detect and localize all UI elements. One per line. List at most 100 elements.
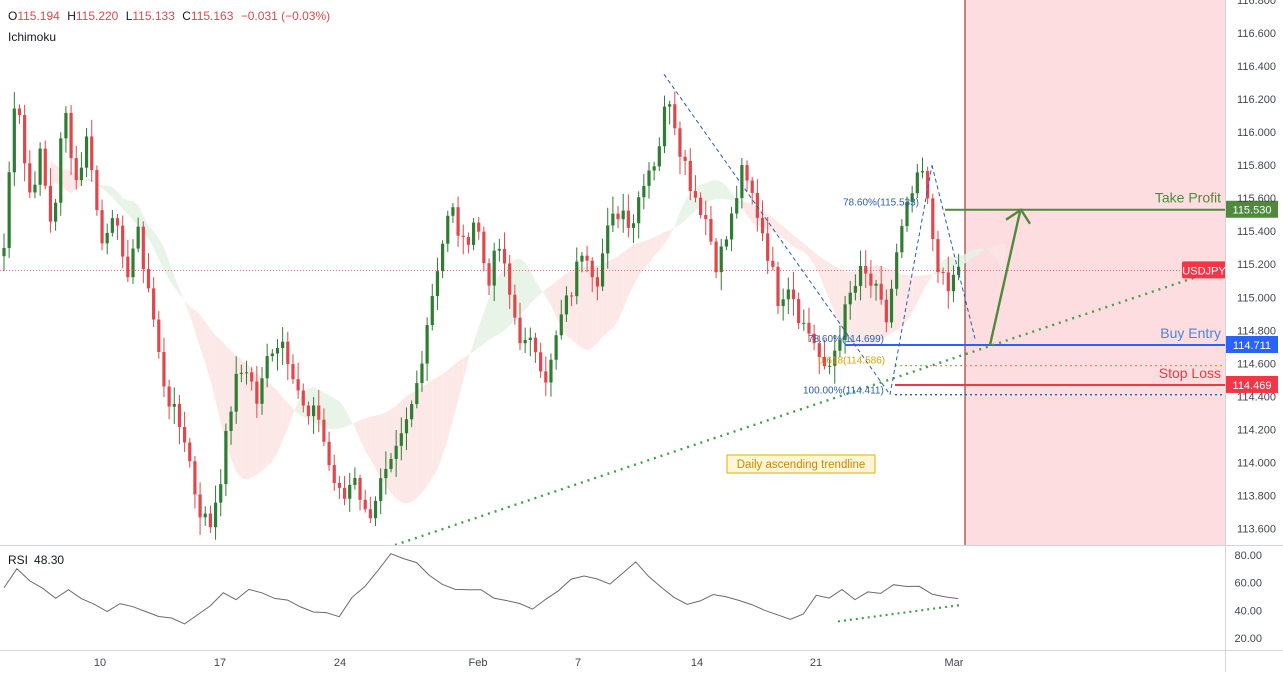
cloud-segment	[133, 200, 139, 227]
candle-body	[822, 357, 827, 367]
candle-body	[606, 225, 610, 254]
candle-body	[441, 243, 445, 272]
cloud-segment	[767, 214, 773, 232]
candle-body	[296, 379, 300, 391]
cloud-segment	[220, 340, 226, 443]
candle-body	[853, 285, 857, 293]
candle-body	[631, 223, 636, 228]
cloud-segment	[447, 365, 453, 440]
candle-body	[115, 218, 120, 226]
fib-diagonal	[889, 165, 933, 395]
cloud-segment	[772, 217, 778, 235]
candle-body	[59, 138, 63, 203]
cloud-segment	[308, 386, 314, 422]
indicator-label[interactable]: Ichimoku	[8, 30, 57, 44]
cloud-segment	[272, 385, 278, 462]
cloud-segment	[679, 200, 686, 225]
price-tick-label: 114.200	[1237, 424, 1276, 436]
cloud-segment	[669, 226, 675, 237]
candle-body	[766, 233, 770, 261]
rsi-tick-label: 60.00	[1234, 578, 1262, 590]
cloud-segment	[380, 412, 386, 487]
candle-body	[301, 390, 305, 406]
cloud-segment	[550, 281, 557, 317]
cloud-segment	[158, 238, 164, 271]
cloud-segment	[566, 270, 572, 340]
time-tick-label: 14	[691, 657, 703, 669]
candle-body	[64, 112, 68, 139]
cloud-segment	[292, 401, 299, 415]
candle-body	[477, 222, 481, 232]
candle-body	[2, 247, 6, 257]
candle-body	[265, 356, 269, 379]
rsi-label[interactable]: RSI 48.30	[8, 553, 64, 567]
price-tick-label: 114.600	[1237, 358, 1276, 370]
stop-loss-label: Stop Loss	[1159, 365, 1221, 381]
cloud-segment	[803, 243, 809, 257]
cloud-segment	[943, 257, 949, 273]
fib-diagonal	[931, 165, 976, 339]
cloud-segment	[468, 342, 474, 361]
cloud-segment	[783, 226, 789, 242]
cloud-segment	[814, 252, 820, 275]
candle-body	[183, 426, 187, 443]
candle-body	[90, 136, 94, 171]
cloud-segment	[726, 186, 732, 201]
rsi-line	[3, 553, 959, 625]
cloud-segment	[721, 181, 727, 200]
candle-body	[198, 494, 202, 518]
time-tick-label: 21	[810, 657, 822, 669]
candle-body	[157, 319, 161, 352]
time-tick-label: Feb	[469, 657, 488, 669]
cloud-segment	[581, 266, 588, 351]
cloud-segment	[169, 261, 175, 288]
candle-body	[781, 299, 785, 307]
candle-body	[404, 419, 409, 434]
price-tick-label: 115.000	[1237, 292, 1276, 304]
candle-body	[410, 404, 414, 420]
candle-body	[621, 210, 625, 220]
cloud-segment	[499, 268, 505, 335]
candle-body	[564, 295, 569, 315]
take-profit-tag	[1226, 200, 1278, 218]
candle-body	[363, 499, 367, 510]
candle-body	[807, 322, 811, 334]
high-label: H	[67, 9, 76, 23]
candle-body	[33, 184, 37, 193]
rsi-tick-label: 80.00	[1234, 550, 1262, 562]
candle-body	[580, 255, 584, 262]
cloud-segment	[494, 274, 500, 337]
cloud-segment	[65, 169, 72, 194]
cloud-segment	[334, 398, 340, 430]
cloud-segment	[117, 191, 123, 209]
candle-body	[776, 266, 780, 307]
candle-body	[384, 469, 388, 479]
candle-body	[379, 478, 383, 501]
cloud-segment	[50, 161, 56, 186]
cloud-segment	[618, 252, 624, 321]
buy-entry-label: Buy Entry	[1160, 325, 1221, 341]
candle-body	[533, 337, 538, 353]
fib-gold-label: 0.618(114.586)	[818, 356, 885, 367]
candle-body	[487, 263, 491, 286]
cloud-segment	[163, 247, 170, 280]
low-label: L	[125, 9, 133, 23]
candle-body	[482, 231, 486, 264]
price-tick-label: 116.800	[1237, 0, 1276, 7]
candle-body	[188, 442, 192, 462]
high-value: 115.220	[75, 9, 119, 23]
candle-body	[812, 333, 816, 344]
candle-body	[28, 163, 32, 193]
candle-body	[905, 201, 909, 227]
candle-body	[951, 274, 956, 292]
cloud-segment	[215, 335, 221, 423]
candle-body	[508, 263, 512, 295]
candle-body	[312, 405, 316, 417]
candle-body	[683, 156, 687, 161]
cloud-segment	[989, 245, 995, 257]
candle-body	[54, 202, 58, 222]
candle-body	[760, 217, 765, 234]
candle-body	[244, 372, 249, 374]
cloud-segment	[865, 266, 871, 347]
